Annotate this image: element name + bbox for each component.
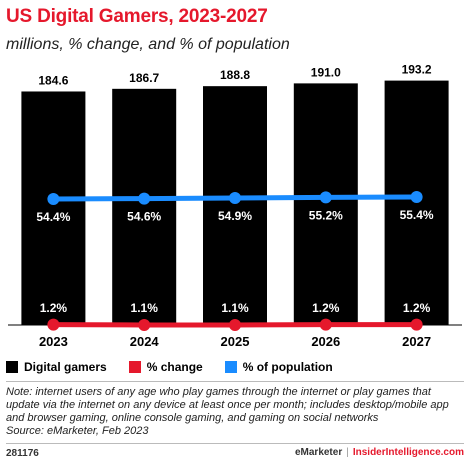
bar-value-label: 188.8 (220, 68, 250, 82)
legend-item-percent-change: % change (128, 360, 203, 374)
point-label-percent-change: 1.2% (403, 301, 431, 315)
x-tick-label: 2024 (130, 334, 160, 349)
point-percent-population (138, 192, 151, 205)
brand-name: eMarketer (294, 447, 343, 458)
legend-swatch (224, 361, 237, 373)
chart-title: US Digital Gamers, 2023-2027 (6, 6, 268, 27)
bar-value-label: 184.6 (38, 73, 68, 87)
point-percent-population (229, 192, 241, 204)
chart-id: 281176 (6, 448, 39, 459)
divider (6, 381, 464, 382)
legend-item-percent-population: % of population (224, 360, 333, 374)
bar-value-label: 186.7 (129, 71, 159, 85)
point-percent-population (47, 193, 60, 205)
point-label-percent-population: 54.6% (127, 210, 161, 224)
point-label-percent-change: 1.2% (40, 301, 68, 315)
point-label-percent-change: 1.1% (221, 301, 249, 315)
legend-swatch (128, 361, 141, 373)
legend-item-digital-gamers: Digital gamers (6, 360, 107, 374)
point-label-percent-population: 54.9% (218, 209, 252, 223)
legend-label: Digital gamers (24, 360, 107, 374)
x-tick-label: 2023 (39, 334, 68, 349)
bar-value-label: 193.2 (402, 63, 432, 77)
brand-separator: | (346, 447, 349, 458)
point-percent-change (410, 318, 423, 331)
bar (293, 83, 358, 325)
point-label-percent-change: 1.2% (312, 301, 340, 315)
chart-subtitle: millions, % change, and % of population (6, 36, 290, 53)
footer-brand: eMarketer | InsiderIntelligence.com (295, 447, 464, 458)
bar (112, 88, 177, 326)
bar-value-label: 191.0 (311, 65, 341, 79)
bar (21, 91, 86, 325)
point-percent-change (319, 318, 332, 331)
point-percent-change (229, 319, 241, 331)
brand-site: InsiderIntelligence.com (352, 447, 464, 458)
point-label-percent-population: 54.4% (36, 210, 70, 224)
note-text: Note: internet users of any age who play… (6, 386, 449, 424)
point-label-percent-change: 1.1% (131, 301, 159, 315)
point-percent-change (138, 319, 151, 331)
point-percent-change (47, 318, 60, 331)
chart-plot: 184.6 186.7 188.8 191.0 193.2 54.4% 54.6% 54.9%… (8, 63, 462, 349)
legend-label: % of population (242, 360, 333, 374)
point-percent-population (410, 191, 423, 203)
chart-legend: Digital gamers % change % of population (6, 360, 355, 374)
point-label-percent-population: 55.2% (309, 208, 343, 222)
x-tick-label: 2025 (221, 334, 250, 349)
chart-note: Note: internet users of any age who play… (6, 386, 464, 438)
divider (6, 443, 464, 444)
x-tick-label: 2027 (402, 334, 431, 349)
point-label-percent-population: 55.4% (400, 208, 434, 222)
bar (203, 86, 267, 325)
legend-swatch (6, 361, 18, 373)
x-tick-label: 2026 (311, 334, 340, 349)
source-text: Source: eMarketer, Feb 2023 (6, 425, 149, 437)
legend-label: % change (146, 360, 203, 374)
point-percent-population (319, 191, 332, 204)
